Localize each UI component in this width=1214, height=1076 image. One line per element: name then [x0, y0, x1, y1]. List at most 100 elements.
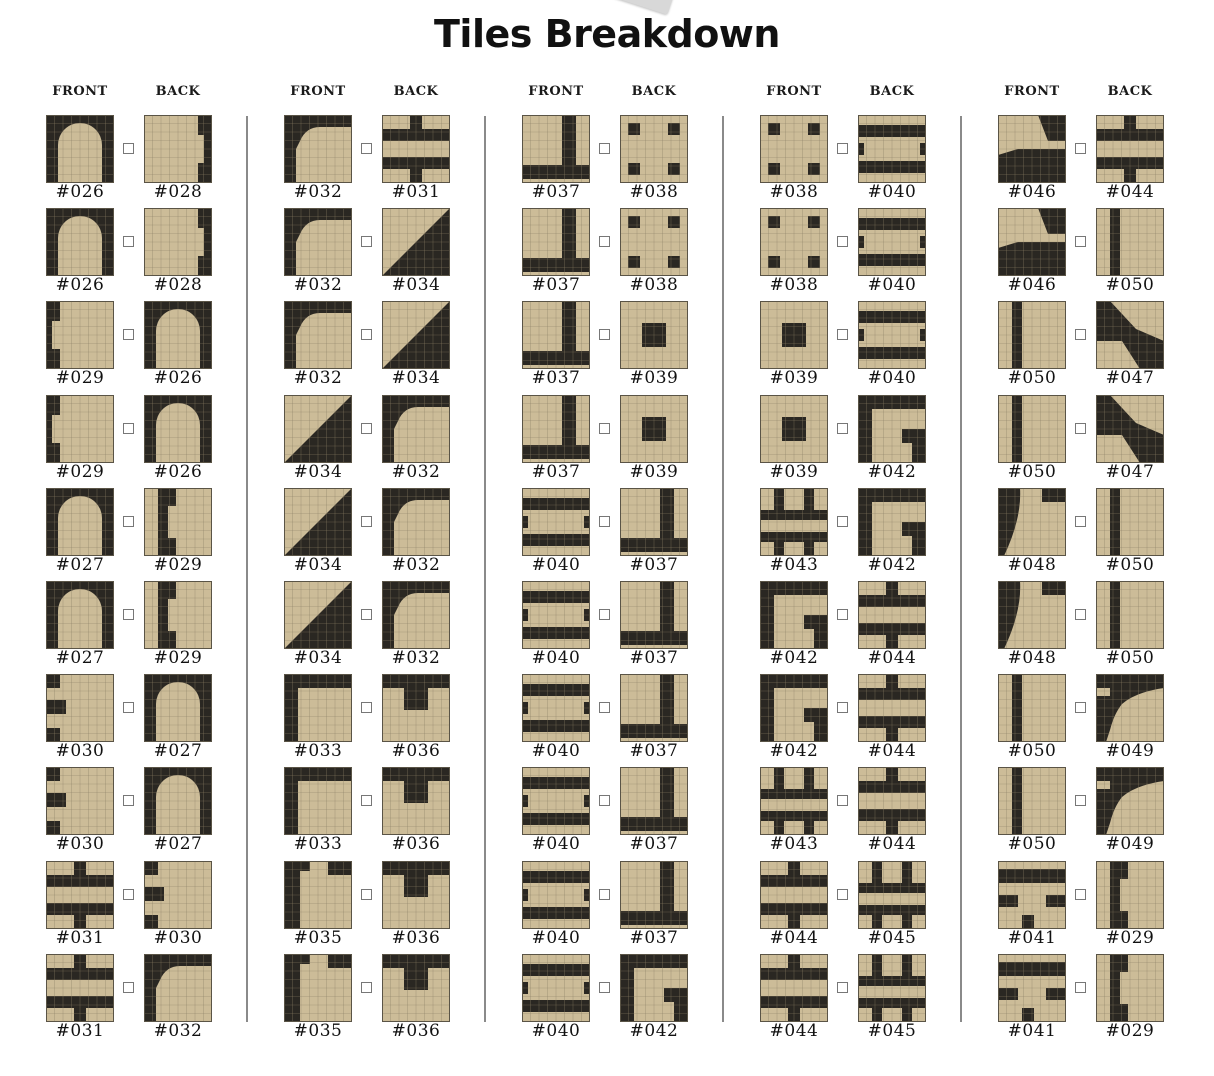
tile-checkbox[interactable] [361, 143, 372, 154]
back-tile-image [858, 487, 926, 556]
tile-checkbox[interactable] [599, 888, 610, 900]
tile-checkbox[interactable] [1075, 329, 1086, 341]
tile-checkbox[interactable] [361, 702, 372, 714]
tile-checkbox[interactable] [123, 888, 134, 900]
tile-checkbox[interactable] [1075, 143, 1086, 154]
front-tile-label: #034 [293, 648, 343, 668]
back-header: BACK [869, 84, 915, 99]
tile-checkbox[interactable] [123, 143, 134, 154]
tile-checkbox[interactable] [361, 888, 372, 900]
tile-checkbox[interactable] [837, 422, 848, 434]
tile-checkbox[interactable] [123, 329, 134, 341]
front-tile-label: #040 [531, 741, 581, 762]
front-tile-image [998, 115, 1066, 183]
tile-checkbox[interactable] [1075, 236, 1086, 248]
front-tile-label: #044 [769, 1020, 819, 1041]
front-tile-image [522, 301, 590, 370]
column-divider [484, 116, 486, 1022]
tile-checkbox[interactable] [599, 515, 610, 527]
tile-checkbox[interactable] [599, 609, 610, 620]
tile-checkbox[interactable] [123, 609, 134, 620]
front-tile-label: #043 [769, 834, 819, 855]
tile-row: #032 #034 [284, 208, 454, 301]
tile-row: #040 #037 [522, 487, 692, 581]
tile-checkbox[interactable] [123, 702, 134, 714]
back-tile-image [1096, 581, 1164, 649]
back-tile-image [858, 301, 926, 370]
front-tile-label: #035 [293, 927, 343, 948]
tile-checkbox[interactable] [361, 329, 372, 341]
tile-checkbox[interactable] [837, 515, 848, 527]
tile-checkbox[interactable] [123, 515, 134, 527]
back-tile-label: #034 [391, 368, 441, 389]
tile-checkbox[interactable] [599, 422, 610, 434]
back-tile-image [858, 767, 926, 836]
front-tile-label: #034 [293, 554, 343, 575]
front-header: FRONT [290, 84, 346, 99]
tile-checkbox[interactable] [361, 515, 372, 527]
back-tile-label: #039 [629, 461, 679, 482]
back-header: BACK [1107, 84, 1153, 99]
tile-checkbox[interactable] [599, 795, 610, 807]
tile-row: #030 #027 [46, 674, 216, 767]
front-tile-image [760, 487, 828, 556]
front-tile-image [998, 767, 1066, 836]
tile-checkbox[interactable] [123, 981, 134, 993]
front-tile-image [522, 953, 590, 1022]
tile-checkbox[interactable] [599, 981, 610, 993]
tile-row: #031 #030 [46, 860, 216, 954]
front-header: FRONT [52, 84, 108, 99]
tile-checkbox[interactable] [837, 329, 848, 341]
back-tile-label: #026 [153, 368, 203, 389]
tile-checkbox[interactable] [599, 236, 610, 248]
tile-checkbox[interactable] [1075, 981, 1086, 993]
back-tile-label: #038 [629, 275, 679, 296]
front-tile-label: #027 [55, 648, 105, 668]
tile-checkbox[interactable] [837, 981, 848, 993]
tile-row: #040 #037 [522, 767, 692, 860]
front-tile-image [522, 208, 590, 277]
tile-row: #027 #029 [46, 581, 216, 674]
back-tile-label: #037 [629, 927, 679, 948]
tile-checkbox[interactable] [123, 795, 134, 807]
front-tile-image [46, 115, 114, 183]
tile-checkbox[interactable] [837, 236, 848, 248]
tile-checkbox[interactable] [123, 422, 134, 434]
back-tile-label: #049 [1105, 741, 1155, 762]
tile-checkbox[interactable] [1075, 702, 1086, 714]
front-tile-label: #033 [293, 741, 343, 762]
tile-checkbox[interactable] [361, 981, 372, 993]
tile-checkbox[interactable] [1075, 795, 1086, 807]
tile-checkbox[interactable] [837, 795, 848, 807]
tile-checkbox[interactable] [1075, 515, 1086, 527]
back-tile-image [858, 860, 926, 929]
tile-checkbox[interactable] [1075, 888, 1086, 900]
tile-row: #040 #042 [522, 953, 692, 1047]
tile-checkbox[interactable] [1075, 609, 1086, 620]
tile-row: #040 #037 [522, 674, 692, 767]
tile-checkbox[interactable] [361, 609, 372, 620]
tile-checkbox[interactable] [361, 422, 372, 434]
back-tile-image [620, 115, 688, 183]
front-tile-image [998, 394, 1066, 463]
front-tile-label: #033 [293, 834, 343, 855]
tile-checkbox[interactable] [361, 236, 372, 248]
back-tile-image [858, 394, 926, 463]
front-tile-image [522, 860, 590, 929]
tile-checkbox[interactable] [837, 888, 848, 900]
tile-checkbox[interactable] [599, 702, 610, 714]
front-tile-image [46, 208, 114, 277]
tile-checkbox[interactable] [837, 143, 848, 154]
tile-row: #043 #044 [760, 767, 930, 860]
tile-checkbox[interactable] [123, 236, 134, 248]
tile-checkbox[interactable] [599, 329, 610, 341]
tile-checkbox[interactable] [1075, 422, 1086, 434]
tile-checkbox[interactable] [599, 143, 610, 154]
back-tile-image [144, 581, 212, 649]
tile-checkbox[interactable] [837, 702, 848, 714]
tile-checkbox[interactable] [361, 795, 372, 807]
front-tile-image [284, 487, 352, 556]
tile-row: #027 #029 [46, 487, 216, 581]
tile-checkbox[interactable] [837, 609, 848, 620]
front-header: FRONT [766, 84, 822, 99]
